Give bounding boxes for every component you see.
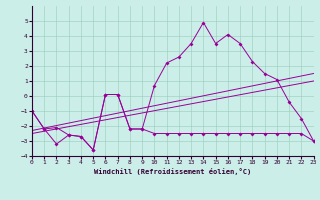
X-axis label: Windchill (Refroidissement éolien,°C): Windchill (Refroidissement éolien,°C) bbox=[94, 168, 252, 175]
